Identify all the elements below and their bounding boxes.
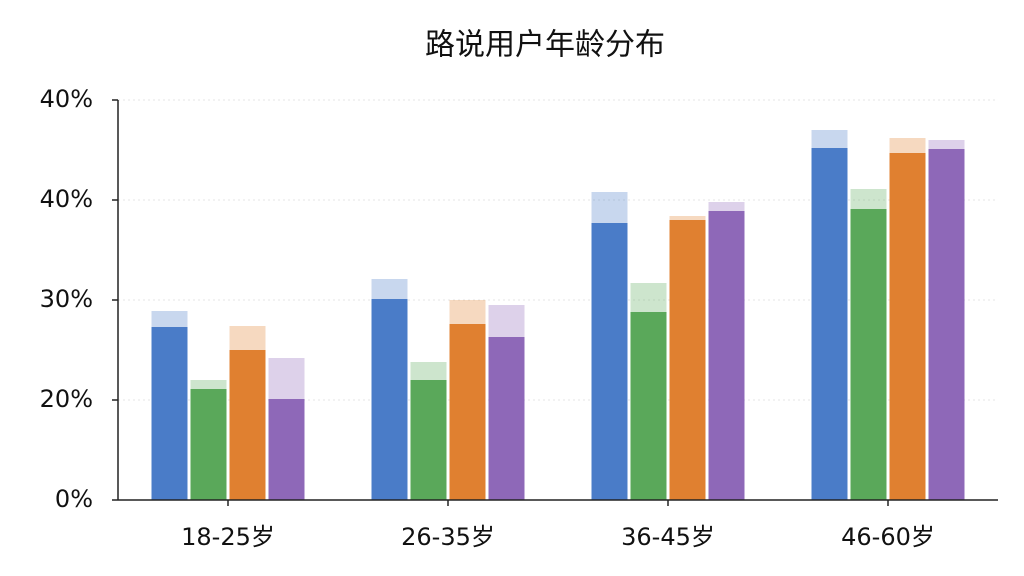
bar-cap [669, 216, 706, 220]
bar [630, 312, 667, 500]
bar-cap [410, 362, 447, 380]
bar [151, 327, 188, 500]
bar-cap [371, 279, 408, 299]
chart-title: 路说用户年龄分布 [425, 28, 665, 63]
bar [850, 209, 887, 500]
y-tick-label: 20% [40, 385, 93, 413]
bar [591, 223, 628, 500]
bar-cap [928, 140, 965, 149]
bar [190, 389, 227, 500]
bar [811, 148, 848, 500]
bar-cap [229, 326, 266, 350]
x-tick-label: 36-45岁 [621, 523, 715, 551]
bar [708, 211, 745, 500]
bar-cap [708, 202, 745, 211]
bar-cap [811, 130, 848, 148]
bar [229, 350, 266, 500]
bar-cap [268, 358, 305, 399]
y-tick-label: 40% [40, 185, 93, 213]
bar [371, 299, 408, 500]
bar-cap [190, 380, 227, 389]
bar [889, 153, 926, 500]
bar-cap [151, 311, 188, 327]
bar-cap [630, 283, 667, 312]
x-tick-label: 26-35岁 [401, 523, 495, 551]
y-tick-label: 40% [40, 85, 93, 113]
bar [268, 399, 305, 500]
bar [488, 337, 525, 500]
y-tick-label: 30% [40, 285, 93, 313]
x-tick-label: 18-25岁 [181, 523, 275, 551]
bar-cap [488, 305, 525, 337]
y-tick-label: 0% [55, 485, 93, 513]
bar-cap [850, 189, 887, 209]
bar [449, 324, 486, 500]
bar [669, 220, 706, 500]
bar [410, 380, 447, 500]
bar-cap [449, 300, 486, 324]
bar [928, 149, 965, 500]
bar-cap [591, 192, 628, 223]
bar-cap [889, 138, 926, 153]
x-tick-label: 46-60岁 [841, 523, 935, 551]
